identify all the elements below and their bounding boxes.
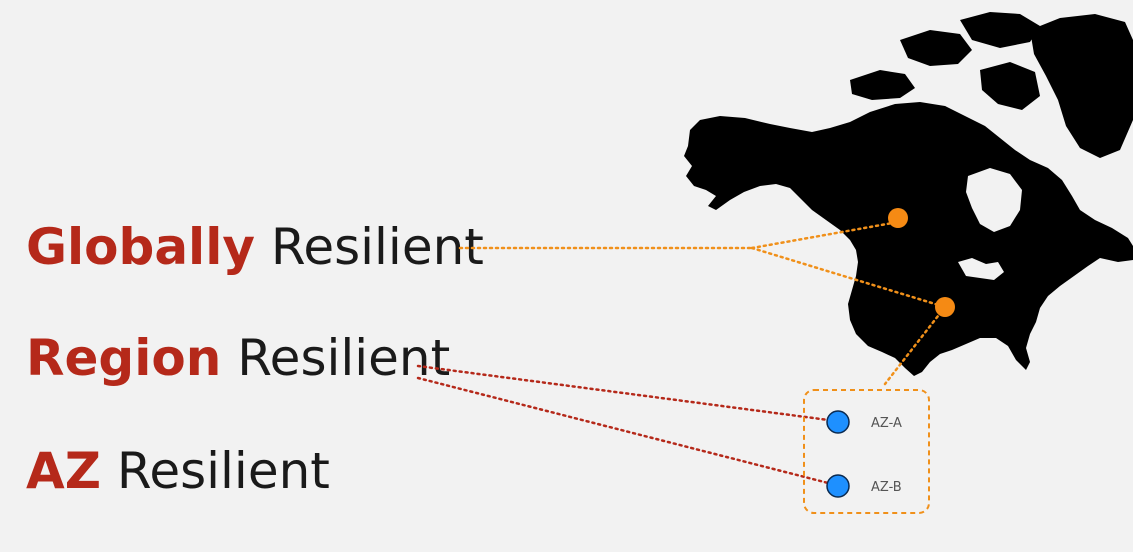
az-box	[803, 389, 930, 514]
az-a-dot	[826, 410, 850, 434]
az-b-dot	[826, 474, 850, 498]
arctic-island-1	[850, 70, 915, 100]
az-b-label: AZ-B	[871, 480, 902, 495]
region-connectors	[416, 364, 838, 487]
globally-suffix: Resilient	[254, 218, 484, 276]
region-resilient-label: Region Resilient	[26, 333, 450, 383]
arctic-island-4	[980, 62, 1040, 110]
region-dot-north	[888, 208, 908, 228]
arctic-island-5	[920, 106, 960, 132]
az-suffix: Resilient	[100, 442, 330, 500]
global-branch-north	[750, 220, 900, 250]
az-keyword: AZ	[26, 442, 101, 500]
az-resilient-label: AZ Resilient	[26, 446, 330, 496]
arctic-island-2	[900, 30, 972, 66]
arctic-island-3	[960, 12, 1040, 48]
region-to-az-b	[416, 376, 838, 487]
region-to-az-connector	[883, 305, 947, 386]
az-a-label: AZ-A	[871, 416, 902, 431]
mainland-landmass	[684, 102, 1133, 376]
north-america-map	[684, 12, 1133, 376]
region-suffix: Resilient	[221, 329, 451, 387]
globally-keyword: Globally	[26, 218, 255, 276]
global-connectors	[458, 220, 947, 386]
global-branch-south	[750, 246, 947, 309]
region-dot-south	[935, 297, 955, 317]
region-keyword: Region	[26, 329, 222, 387]
region-to-az-a	[416, 364, 838, 423]
globally-resilient-label: Globally Resilient	[26, 222, 484, 272]
hudson-bay	[966, 168, 1022, 232]
great-lakes	[958, 258, 1004, 280]
greenland	[1030, 14, 1133, 158]
